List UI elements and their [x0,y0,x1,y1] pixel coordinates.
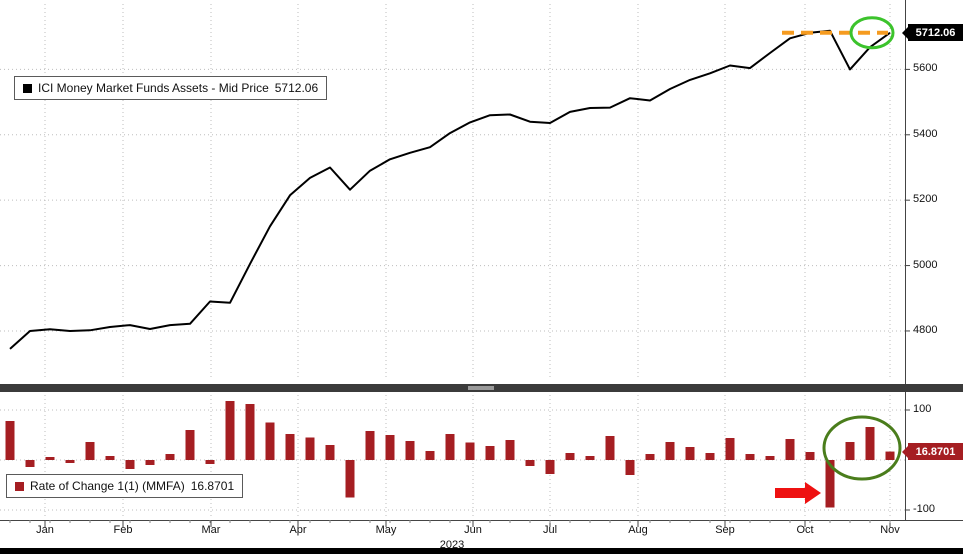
roc-bar [605,436,615,460]
highlight-circle-price [849,16,895,50]
price-y-tick-label: 4800 [913,323,938,336]
roc-bar [185,430,195,460]
roc-bar [465,442,475,460]
x-tick-label-oct: Oct [796,524,814,536]
roc-bar [165,454,175,460]
roc-bar [425,451,435,460]
roc-bar [865,427,875,460]
roc-bar [745,454,755,460]
x-tick-label-may: May [375,524,397,536]
roc-bar [225,401,235,460]
roc-series-legend[interactable]: Rate of Change 1(1) (MMFA) 16.8701 [6,474,244,498]
roc-bar [25,460,35,467]
pane-divider-grip-icon[interactable] [468,386,494,390]
roc-bar [125,460,135,469]
pane-divider[interactable] [0,384,963,392]
price-last-value-box: 5712.06 [902,24,963,42]
roc-bar [805,452,815,460]
red-arrow-annotation [775,482,821,504]
roc-bar [785,439,795,460]
roc-bar [525,460,535,466]
roc-bar [145,460,155,465]
price-series-legend[interactable]: ICI Money Market Funds Assets - Mid Pric… [14,76,328,100]
bottom-edge-bar [0,548,963,554]
roc-bar [645,454,655,460]
roc-y-tick-label: 100 [913,403,932,415]
roc-last-value-box: 16.8701 [902,443,963,461]
roc-series-legend-value: 16.8701 [190,479,235,493]
roc-bar [365,431,375,460]
roc-bar [45,457,55,460]
roc-series-swatch-icon [15,481,24,491]
roc-bar [5,421,15,460]
price-series-legend-label: ICI Money Market Funds Assets - Mid Pric… [38,81,269,95]
roc-bar [485,446,495,460]
price-y-tick-label: 5200 [913,193,938,206]
roc-bar [585,456,595,460]
highlight-circle-roc [822,415,902,481]
roc-bar [565,453,575,460]
x-tick-label-jun: Jun [464,524,482,536]
roc-bar [885,451,895,460]
roc-bar [765,456,775,460]
roc-bar [445,434,455,460]
x-tick-label-jul: Jul [542,524,558,536]
price-y-tick-label: 5400 [913,127,938,140]
roc-bar [345,460,355,498]
x-tick-label-sep: Sep [715,524,735,536]
roc-bar [705,453,715,460]
roc-bar [825,460,835,508]
roc-bar [725,438,735,460]
price-line [9,29,891,350]
roc-bar [285,434,295,460]
roc-bar [405,441,415,460]
roc-bar [245,404,255,460]
x-tick-label-jan: Jan [36,524,54,536]
roc-bar [845,442,855,460]
roc-bar [205,460,215,464]
roc-bar [665,442,675,460]
roc-bar [265,422,275,460]
roc-bar [685,447,695,460]
roc-bar [545,460,555,474]
roc-bar [385,435,395,460]
roc-bar [625,460,635,475]
x-tick-label-apr: Apr [289,524,307,536]
x-tick-label-feb: Feb [113,524,133,536]
x-tick-label-aug: Aug [628,524,648,536]
price-series-swatch-icon [23,83,32,93]
x-tick-label-nov: Nov [880,524,900,536]
x-tick-label-mar: Mar [201,524,221,536]
roc-bar [325,445,335,460]
roc-bar [305,437,315,460]
roc-bar [65,460,75,463]
price-series-legend-value: 5712.06 [274,81,319,95]
roc-bar [85,442,95,460]
roc-y-tick-label: -100 [913,503,936,515]
roc-series-legend-label: Rate of Change 1(1) (MMFA) [30,479,185,493]
year-label: 2023 [439,539,465,551]
price-y-tick-label: 5000 [913,258,938,271]
price-y-tick-label: 5600 [913,62,938,75]
roc-bar [505,440,515,460]
roc-bar [105,456,115,460]
